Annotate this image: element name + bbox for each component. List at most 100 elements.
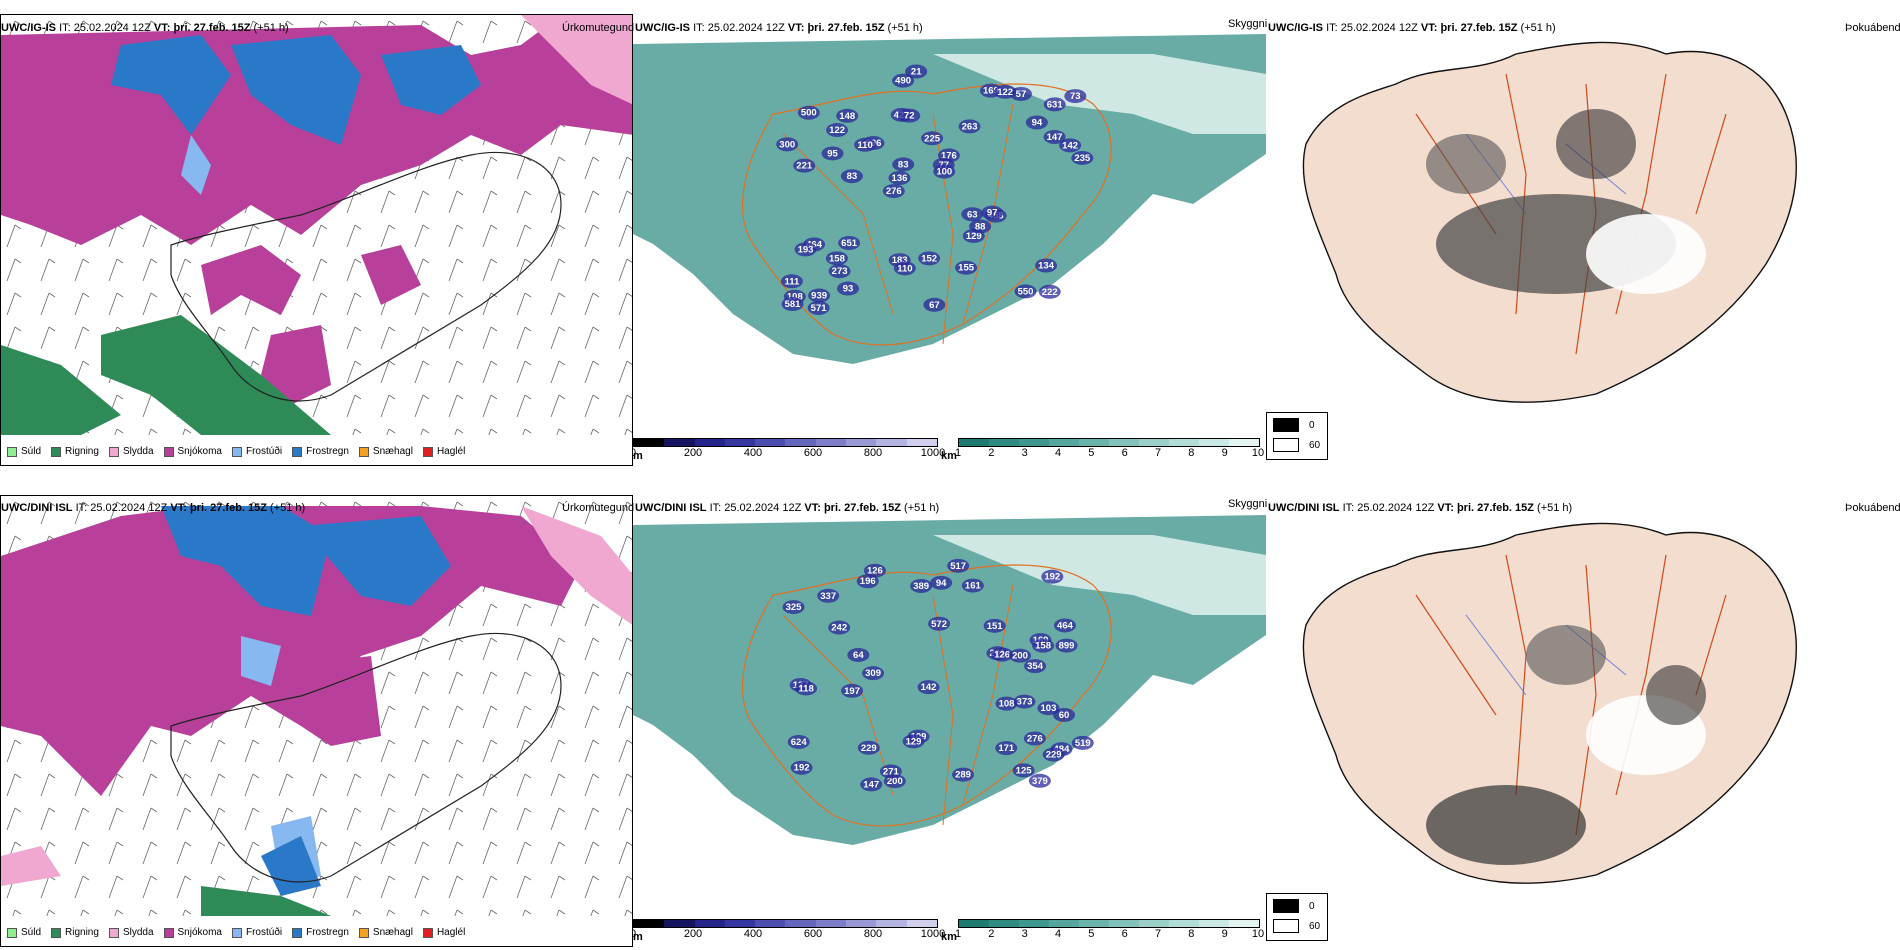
low-cloud-area: [1071, 735, 1094, 750]
scale-cell: [785, 439, 816, 446]
low-cloud-area: [1037, 701, 1060, 716]
low-cloud-area: [1014, 284, 1037, 299]
fog-map-row2: [1302, 522, 1798, 884]
visibility-scale-row2: 1 2 3 4 5 6 7 8 9 10: [955, 919, 1264, 942]
scale-cell: [846, 920, 877, 927]
cloud-base-label: 63: [967, 209, 978, 220]
low-cloud-area: [847, 647, 870, 662]
run-header-r2c2: UWC/DINI ISL IT: 25.02.2024 12Z VT: þri.…: [635, 502, 940, 514]
cloud-base-label: 276: [1027, 734, 1043, 745]
low-cloud-area: [995, 741, 1018, 756]
low-cloud-area: [928, 616, 951, 631]
scale-tick-label: 8: [1188, 928, 1195, 940]
legend-item-snæhagl: Snæhagl: [358, 446, 413, 457]
ceiling-visibility-panel-row1: 2222216312762639394222254645961112737217…: [633, 14, 1266, 466]
cloud-base-label: 155: [958, 263, 975, 274]
cloud-base-label: 60: [1059, 710, 1070, 721]
ceiling-unit-r2: m: [633, 931, 643, 943]
cloud-base-label: 147: [1047, 132, 1063, 143]
cloud-base-label: 176: [941, 150, 957, 161]
cloud-base-label: 464: [806, 239, 823, 250]
low-cloud-area: [1032, 638, 1055, 653]
scale-cell: [906, 920, 937, 927]
ceiling-map-row2: [633, 515, 1266, 845]
low-cloud-area: [969, 219, 992, 234]
cloud-base-label: 148: [839, 111, 855, 122]
low-cloud-area: [781, 297, 804, 312]
cloud-base-label: 169: [983, 86, 999, 97]
panel-title-precip-r1: Úrkomutegund: [562, 22, 635, 34]
cloud-base-label: 110: [897, 263, 912, 274]
cloud-base-label: 122: [829, 125, 845, 136]
scale-cell: [989, 439, 1019, 446]
scale-cell: [1199, 439, 1229, 446]
scale-cell: [755, 439, 786, 446]
cloud-base-label: 464: [1057, 620, 1074, 631]
cloud-base-label: 94: [936, 578, 947, 589]
cloud-base-label: 229: [1046, 750, 1062, 761]
cloud-base-label: 581: [785, 299, 802, 310]
scale-cell: [876, 920, 907, 927]
legend-label: Snjókoma: [177, 446, 222, 457]
low-cloud-area: [841, 683, 864, 698]
legend-swatch: [422, 446, 433, 457]
legend-label: Rigning: [65, 446, 99, 457]
run-header-r1c2: UWC/IG-IS IT: 25.02.2024 12Z VT: þri. 27…: [635, 22, 923, 34]
low-cloud-area: [1009, 648, 1032, 663]
precip-map-row2: [1, 496, 632, 916]
legend-swatch: [163, 927, 174, 938]
cloud-base-label: 192: [794, 763, 810, 774]
low-cloud-area: [1023, 731, 1046, 746]
scale-tick-label: 200: [683, 447, 703, 459]
legend-label: Slydda: [122, 446, 154, 457]
panel-title-cloud-r2: Skyggni: [1228, 498, 1268, 510]
visibility-unit-r1: km: [941, 450, 957, 462]
run-header-r1c1: UWC/IG-IS IT: 25.02.2024 12Z VT: þri. 27…: [1, 22, 289, 34]
low-cloud-area: [780, 274, 803, 289]
cloud-base-label: 152: [921, 253, 937, 264]
legend-item-haglél: Haglél: [422, 927, 465, 938]
fog-map-row1: [1302, 41, 1798, 403]
cloud-base-label: 235: [1074, 153, 1091, 164]
cloud-base-label: 108: [999, 699, 1015, 710]
cloud-base-label: 67: [929, 300, 940, 311]
panel-title-fog-r1: Þokuábendi: [1845, 22, 1900, 34]
cloud-base-label: 158: [1035, 641, 1051, 652]
low-cloud-area: [952, 767, 975, 782]
low-cloud-area: [1043, 129, 1066, 144]
low-cloud-area: [892, 73, 915, 88]
cloud-base-label: 517: [950, 561, 966, 572]
cloud-base-label: 118: [798, 683, 813, 694]
low-cloud-area: [1038, 284, 1061, 299]
ceiling-visibility-panel-row2: 2764644845721921261692291922428993253542…: [633, 495, 1266, 947]
low-cloud-area: [808, 288, 831, 303]
low-cloud-area: [828, 620, 851, 635]
low-cloud-area: [1071, 150, 1094, 165]
low-cloud-area: [1028, 773, 1051, 788]
cloud-base-label: 100: [936, 167, 952, 178]
ceiling-labels-row1: 2222216312762639394222254645961112737217…: [776, 64, 1094, 315]
cloud-base-label: 122: [997, 87, 1013, 98]
legend-item-snæhagl: Snæhagl: [358, 927, 413, 938]
cloud-base-label: 161: [965, 581, 982, 592]
cloud-base-label: 93: [843, 284, 854, 295]
cloud-base-label: 273: [832, 266, 848, 277]
cloud-base-label: 57: [1016, 89, 1027, 100]
cloud-base-label: 263: [962, 121, 978, 132]
cloud-base-label: 151: [987, 621, 1004, 632]
cloud-base-label: 484: [1054, 744, 1071, 755]
cloud-base-label: 126: [994, 650, 1010, 661]
low-cloud-area: [863, 563, 886, 578]
scale-cell: [1049, 920, 1079, 927]
cloud-base-label: 229: [861, 743, 877, 754]
cloud-base-label: 129: [906, 736, 922, 747]
precip-legend-row2: Súld Rigning Slydda Snjókoma Frostúði Frostre…: [7, 927, 465, 938]
scale-tick-label: 5: [1088, 447, 1095, 459]
cloud-base-label: 300: [779, 139, 795, 150]
scale-cell: [664, 920, 695, 927]
cloud-base-label: 136: [892, 173, 908, 184]
scale-tick-label: 800: [863, 928, 883, 940]
panel-title-cloud-r1: Skyggni: [1228, 18, 1268, 30]
low-cloud-area: [797, 105, 820, 120]
legend-item-slydda: Slydda: [108, 446, 154, 457]
